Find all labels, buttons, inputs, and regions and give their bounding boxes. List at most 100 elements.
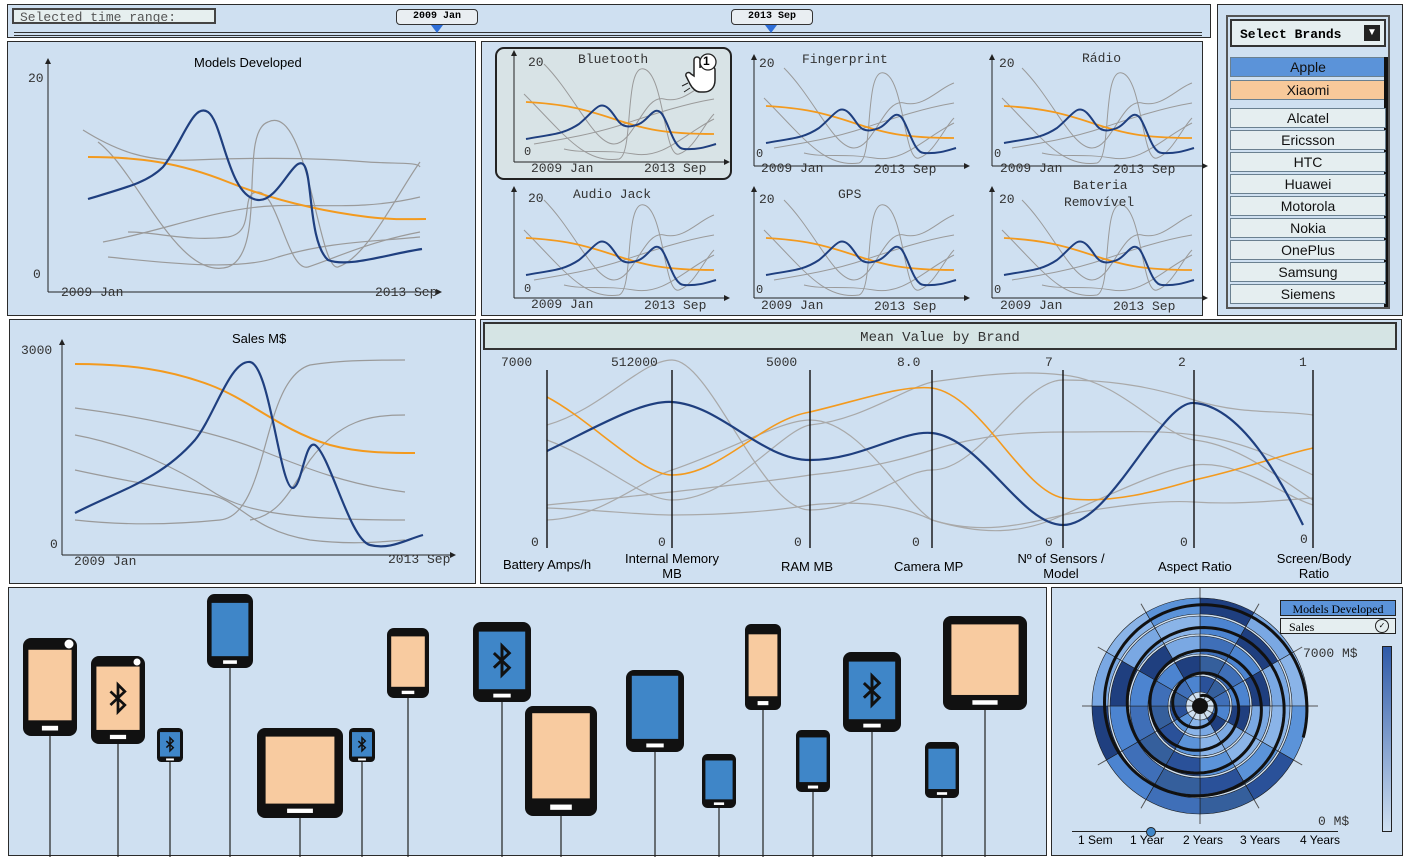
brand-item-nokia[interactable]: Nokia	[1230, 218, 1386, 238]
y-min-label: 0	[524, 145, 532, 159]
models-developed-chart	[45, 58, 442, 295]
x-end-label: 2013 Sep	[874, 299, 937, 314]
time-range-label: Selected time range:	[12, 8, 216, 25]
phone-icon[interactable]	[745, 624, 781, 857]
spiral-panel: Models Developed Sales ✓ 7000 M$ 0 M$ 1 …	[1051, 587, 1403, 856]
phone-icon[interactable]	[23, 638, 77, 857]
axis-min-label: 0	[658, 535, 666, 550]
y-min-label: 0	[50, 537, 58, 552]
y-max-label: 20	[759, 192, 775, 207]
bluetooth-icon	[357, 735, 367, 753]
sales-panel: Sales M$ 3000 0 2009 Jan 2013 Sep	[9, 319, 476, 584]
range-end-marker-icon[interactable]	[765, 25, 777, 33]
axis-min-label: 0	[1180, 535, 1188, 550]
bluetooth-icon	[862, 672, 882, 709]
time-tick-label: 1 Sem	[1078, 833, 1113, 847]
feature-small-multiples[interactable]	[482, 42, 1209, 317]
brands-dropdown[interactable]: Select Brands ▼	[1230, 19, 1386, 47]
brand-item-siemens[interactable]: Siemens	[1230, 284, 1386, 304]
axis-name-battery: Battery Amps/h	[503, 557, 592, 572]
feature-title-audio-jack: Audio Jack	[573, 187, 652, 202]
axis-max-label: 512000	[611, 355, 658, 370]
axis-min-label: 0	[1300, 532, 1308, 547]
axis-name-internal-memory: Internal Memory MB	[625, 551, 719, 581]
devices-glyph-field[interactable]	[9, 588, 1048, 857]
axis-min-label: 0	[531, 535, 539, 550]
x-end-label: 2013 Sep	[388, 552, 451, 567]
brands-frame	[1226, 15, 1390, 309]
phone-icon[interactable]	[925, 742, 959, 857]
range-start-handle[interactable]: 2009 Jan	[396, 9, 478, 25]
x-end-label: 2013 Sep	[644, 161, 707, 176]
axis-name-ram: RAM MB	[781, 559, 833, 574]
phone-icon[interactable]	[157, 728, 183, 857]
brands-panel: Select Brands ▼ Apple Xiaomi Alcatel Eri…	[1217, 4, 1403, 316]
y-max-label: 20	[528, 191, 544, 206]
feature-title-bateria: Bateria	[1073, 178, 1128, 193]
x-end-label: 2013 Sep	[1113, 299, 1176, 314]
time-tick-label: 1 Year	[1130, 833, 1165, 847]
chevron-down-icon[interactable]: ▼	[1364, 25, 1380, 41]
range-start-marker-icon[interactable]	[431, 25, 443, 33]
axis-max-label: 5000	[766, 355, 798, 370]
time-slider-track[interactable]	[1072, 831, 1338, 832]
time-range-track[interactable]	[14, 32, 1202, 36]
option-models-developed[interactable]: Models Developed	[1280, 600, 1396, 616]
tablet-icon[interactable]	[525, 706, 597, 857]
brands-dropdown-label: Select Brands	[1240, 27, 1342, 42]
feature-title-bluetooth: Bluetooth	[578, 52, 649, 67]
pointer-badge: 1	[703, 54, 710, 68]
axis-name-sensors: Nº of Sensors / Model	[1017, 551, 1105, 581]
tablet-icon[interactable]	[257, 728, 343, 857]
time-range-panel: Selected time range: 2009 Jan 2013 Sep	[7, 4, 1211, 38]
x-start-label: 2009 Jan	[61, 285, 124, 300]
brand-item-apple[interactable]: Apple	[1230, 57, 1386, 77]
time-tick-label: 3 Years	[1240, 833, 1281, 847]
y-min-label: 0	[994, 283, 1002, 297]
brand-item-samsung[interactable]: Samsung	[1230, 262, 1386, 282]
bluetooth-icon	[165, 735, 175, 753]
phone-icon[interactable]	[473, 622, 531, 857]
time-slider-handle[interactable]	[1146, 827, 1156, 837]
time-tick-label: 2 Years	[1183, 833, 1224, 847]
axis-max-label: 8.0	[897, 355, 921, 370]
option-sales[interactable]: Sales	[1280, 618, 1396, 634]
bluetooth-icon	[492, 642, 512, 679]
chart-title: Sales M$	[232, 331, 287, 346]
x-end-label: 2013 Sep	[375, 285, 438, 300]
y-max-label: 3000	[21, 343, 53, 358]
brand-item-xiaomi[interactable]: Xiaomi	[1230, 80, 1386, 100]
mean-value-title: Mean Value by Brand	[483, 322, 1397, 350]
axis-min-label: 0	[912, 535, 920, 550]
tablet-icon[interactable]	[943, 616, 1027, 857]
feature-title-gps: GPS	[838, 187, 862, 202]
brand-item-ericsson[interactable]: Ericsson	[1230, 130, 1386, 150]
brand-item-alcatel[interactable]: Alcatel	[1230, 108, 1386, 128]
spiral-chart[interactable]	[1052, 588, 1404, 857]
axis-max-label: 7000	[501, 355, 533, 370]
brand-item-motorola[interactable]: Motorola	[1230, 196, 1386, 216]
phone-icon[interactable]	[796, 730, 830, 857]
bluetooth-icon	[109, 681, 127, 716]
axis-min-label: 0	[1045, 535, 1053, 550]
phone-icon[interactable]	[702, 754, 736, 857]
range-end-handle[interactable]: 2013 Sep	[731, 9, 813, 25]
phone-icon[interactable]	[843, 652, 901, 857]
phone-icon[interactable]	[387, 628, 429, 857]
brand-item-oneplus[interactable]: OnePlus	[1230, 240, 1386, 260]
brand-list-scrollbar[interactable]	[1384, 57, 1388, 307]
tablet-icon[interactable]	[626, 670, 684, 857]
axis-name-camera: Camera MP	[894, 559, 964, 574]
x-end-label: 2013 Sep	[644, 298, 707, 313]
feature-title-removivel: Removível	[1064, 195, 1135, 210]
phone-icon[interactable]	[349, 728, 375, 857]
feature-charts-panel: 1 Bluetooth Fingerprint Rádio 20 20 20 0…	[481, 41, 1209, 317]
y-max-label: 20	[759, 56, 775, 71]
phone-icon[interactable]	[207, 594, 253, 857]
x-start-label: 2009 Jan	[531, 297, 594, 312]
phone-icon[interactable]	[91, 656, 145, 857]
brand-item-htc[interactable]: HTC	[1230, 152, 1386, 172]
x-end-label: 2013 Sep	[874, 162, 937, 177]
brand-item-huawei[interactable]: Huawei	[1230, 174, 1386, 194]
axis-max-label: 7	[1045, 355, 1053, 370]
